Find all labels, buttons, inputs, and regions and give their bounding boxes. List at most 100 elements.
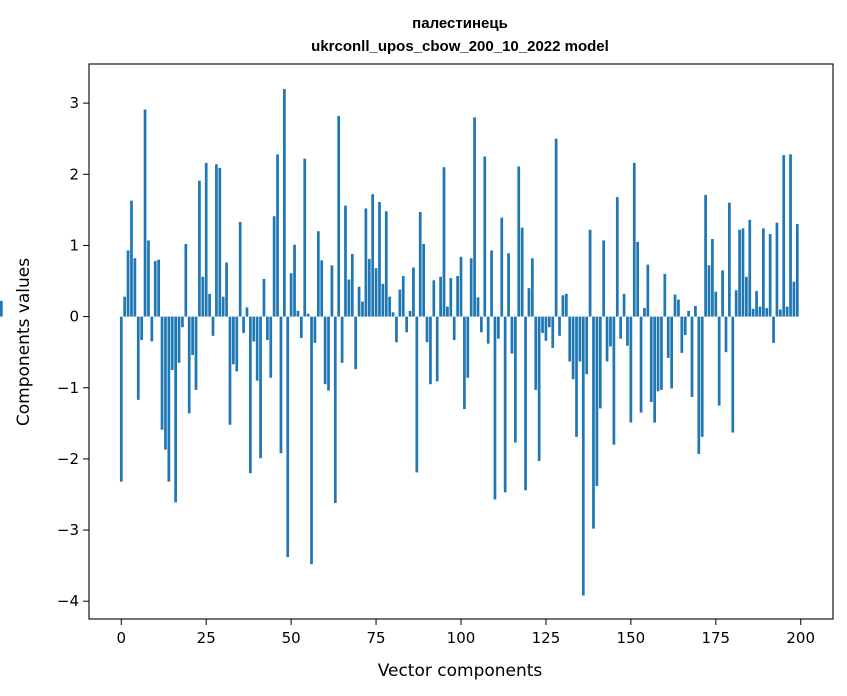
bar-67 [347,279,351,317]
bar-89 [422,244,425,317]
bar-181 [734,290,738,317]
bar-194 [778,309,782,317]
bar-138 [588,229,592,317]
bar-122 [534,316,538,390]
bar-6 [140,316,144,341]
bar-93 [435,316,439,382]
bar-81 [395,316,398,343]
bar-83 [401,276,405,317]
bar-59 [320,260,324,317]
bar-151 [632,162,636,317]
bar-173 [707,265,711,317]
bar-30 [221,296,225,317]
bar-156 [649,316,653,402]
bar-152 [636,241,640,317]
bar-43 [266,316,269,341]
bar-40 [255,316,259,381]
bar-113 [503,316,507,493]
bar-121 [530,258,534,317]
bar-195 [782,155,786,317]
bar-91 [429,316,432,385]
bar-182 [738,229,741,317]
bar-65 [340,316,344,363]
bar-134 [575,316,578,437]
bar-126 [547,316,551,328]
bar-111 [497,316,500,339]
bar-179 [728,202,731,317]
bar-170 [697,316,701,454]
bar-24 [201,276,205,317]
bar-132 [568,316,572,362]
bar-135 [578,316,582,362]
bar-4 [133,258,137,317]
bar-70 [357,286,361,317]
bar-77 [381,283,385,317]
x-tick-label: 75 [367,629,386,647]
bar-157 [653,316,656,423]
bars-group [0,88,799,596]
bar-178 [724,316,728,353]
bar-79 [388,296,392,317]
x-axis-label: Vector components [378,661,543,681]
bar-51 [293,244,296,317]
bar-174 [711,239,714,317]
bar-177 [721,270,724,317]
bar-1 [123,296,127,317]
bar-184 [745,276,748,317]
bar-23 [198,180,201,317]
y-tick-label: 0 [69,308,79,326]
bar-56 [310,316,313,565]
bar-187 [755,290,758,317]
bar-123 [537,316,541,462]
bar-155 [646,264,650,317]
x-ticks: 0 25 50 75 100 125 150 175 200 [117,619,815,647]
bar-196 [785,306,789,317]
bar-87 [415,316,419,473]
bar-71 [361,301,364,317]
bar-190 [765,308,769,317]
bar-20 [187,316,191,414]
bar-159 [660,316,663,390]
bar-129 [558,316,561,336]
bar-164 [677,299,680,317]
bar-185 [748,219,752,317]
bar-27 [211,316,215,336]
bar-106 [480,316,483,333]
bar-169 [694,305,697,317]
y-ticks: 3 2 1 0 −1 −2 −3 −4 [57,94,89,610]
bar-85 [408,310,412,317]
bar-57 [313,316,317,343]
bar-63 [333,316,337,504]
bar-117 [517,166,521,317]
bar-163 [673,294,677,317]
y-tick-label: −3 [57,521,79,539]
bar-3 [130,200,133,317]
y-axis-label: Components values [14,258,34,426]
bar-80 [391,312,395,317]
bar-167 [687,310,690,317]
bar-153 [639,316,643,413]
x-tick-label: 25 [197,629,216,647]
bar-168 [690,316,694,397]
bar-110 [493,316,497,500]
bar-29 [218,167,222,317]
bar-145 [612,316,616,445]
bar-108 [486,316,490,344]
y-tick-label: −1 [57,379,79,397]
x-tick-label: 175 [701,629,730,647]
bar-115 [510,316,514,354]
bar-61 [327,316,330,391]
bar-62 [330,265,334,317]
bar-86 [412,267,415,317]
bar-149 [626,316,629,346]
bar-162 [670,316,673,389]
bar-47 [279,316,283,454]
bar-107 [483,156,487,317]
bar-180 [731,316,735,433]
bar-88 [418,212,422,317]
bar-161 [666,316,670,358]
bar-35 [238,221,242,317]
x-tick-label: 0 [117,629,127,647]
bar-189 [762,228,765,317]
bar-193 [775,222,779,317]
